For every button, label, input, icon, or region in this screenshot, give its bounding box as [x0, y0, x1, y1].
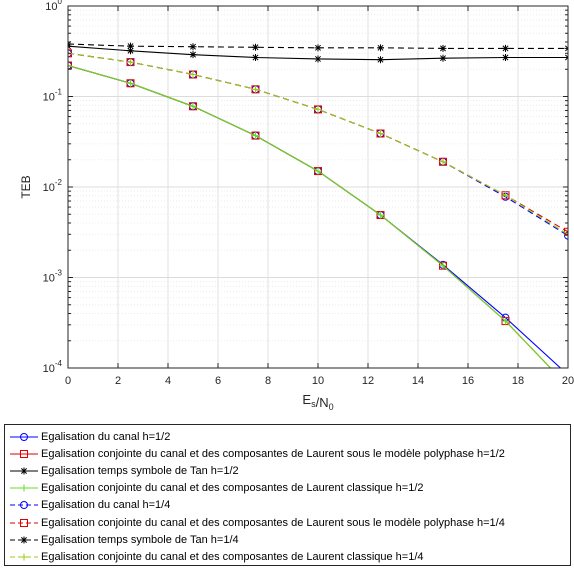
legend-item: Egalisation du canal h=1/2: [5, 428, 570, 445]
legend-label: Egalisation du canal h=1/2: [41, 430, 171, 443]
data-point: [502, 317, 509, 325]
data-point: [20, 553, 28, 561]
y-tick-label: 10-2: [43, 178, 63, 194]
legend-item: Egalisation du canal h=1/4: [5, 497, 570, 514]
data-point: [439, 54, 447, 62]
legend-item: Egalisation temps symbole de Tan h=1/4: [5, 531, 570, 548]
series-line: [68, 52, 568, 235]
legend-item: Egalisation conjointe du canal et des co…: [5, 445, 570, 462]
data-point: [252, 53, 259, 61]
x-tick-label: 6: [215, 375, 221, 387]
x-tick-label: 10: [312, 375, 324, 387]
x-tick-label: 12: [362, 375, 374, 387]
data-point: [252, 43, 259, 51]
ticks: 0 2 4 6 8 10 12 14 16 18 20 100 10-1 10-2 10-3 10-4: [43, 0, 574, 387]
legend: Egalisation du canal h=1/2 Egalisation co…: [4, 424, 571, 566]
data-point: [20, 518, 28, 527]
x-axis-label: Es/N0: [302, 392, 333, 412]
legend-swatch: [10, 518, 38, 527]
legend-swatch: [10, 449, 38, 458]
x-tick-label: 16: [462, 375, 474, 387]
data-point: [314, 167, 322, 175]
data-point: [439, 262, 447, 270]
x-tick-label: 2: [115, 375, 121, 387]
data-point: [127, 58, 134, 66]
data-point: [377, 211, 384, 219]
data-point: [377, 56, 384, 64]
data-point: [314, 105, 322, 113]
legend-swatch: [10, 467, 38, 475]
data-point: [189, 51, 197, 59]
series-4: [68, 62, 551, 368]
grid: [68, 6, 568, 368]
x-tick-label: 0: [65, 375, 71, 387]
data-point: [20, 467, 28, 475]
legend-item: Egalisation conjointe du canal et des co…: [5, 548, 570, 565]
data-point: [502, 53, 509, 61]
data-point: [502, 191, 509, 199]
legend-label: Egalisation temps symbole de Tan h=1/2: [41, 464, 239, 477]
data-point: [252, 85, 259, 93]
x-tick-label: 8: [265, 375, 271, 387]
series-2: [68, 61, 551, 368]
x-tick-label: 14: [412, 375, 424, 387]
legend-label: Egalisation du canal h=1/4: [41, 499, 171, 512]
y-axis-label: TEB: [19, 175, 33, 198]
legend-swatch: [10, 501, 38, 510]
data-point: [502, 44, 509, 52]
data-point: [189, 43, 197, 51]
y-tick-label: 10-3: [43, 269, 63, 285]
legend-item: Egalisation temps symbole de Tan h=1/2: [5, 462, 570, 479]
x-tick-label: 20: [562, 375, 574, 387]
data-point: [127, 79, 134, 87]
y-tick-label: 10-1: [43, 88, 63, 104]
data-point: [20, 501, 28, 510]
series-layer: [68, 40, 568, 368]
legend-label: Egalisation conjointe du canal et des co…: [41, 516, 505, 529]
data-point: [439, 158, 447, 166]
legend-label: Egalisation conjointe du canal et des co…: [41, 482, 424, 495]
legend-swatch: [10, 484, 38, 492]
legend-label: Egalisation temps symbole de Tan h=1/4: [41, 533, 239, 546]
legend-swatch: [10, 432, 38, 441]
data-point: [20, 536, 28, 544]
data-point: [189, 102, 197, 110]
data-point: [189, 71, 197, 79]
x-tick-label: 18: [512, 375, 524, 387]
data-point: [127, 42, 134, 50]
legend-label: Egalisation conjointe du canal et des co…: [41, 447, 505, 460]
legend-swatch: [10, 536, 38, 544]
data-point: [20, 484, 28, 492]
data-point: [377, 130, 384, 138]
data-point: [127, 47, 134, 55]
data-point: [439, 44, 447, 52]
y-tick-label: 10-4: [43, 359, 63, 375]
legend-item: Egalisation conjointe du canal et des co…: [5, 480, 570, 497]
data-point: [68, 62, 72, 70]
legend-item: Egalisation conjointe du canal et des co…: [5, 514, 570, 531]
data-point: [20, 449, 28, 458]
data-point: [377, 44, 384, 52]
data-point: [314, 44, 322, 52]
chart: 0 2 4 6 8 10 12 14 16 18 20 100 10-1 10-2 10-3 10-4 Es/…: [19, 0, 574, 412]
data-point: [252, 132, 259, 140]
series-7: [68, 40, 568, 52]
series-3: [68, 42, 568, 64]
data-point: [20, 432, 28, 441]
legend-label: Egalisation conjointe du canal et des co…: [41, 550, 424, 563]
y-tick-label: 100: [45, 0, 62, 13]
x-tick-label: 4: [165, 375, 171, 387]
data-point: [314, 55, 322, 63]
legend-swatch: [10, 553, 38, 561]
